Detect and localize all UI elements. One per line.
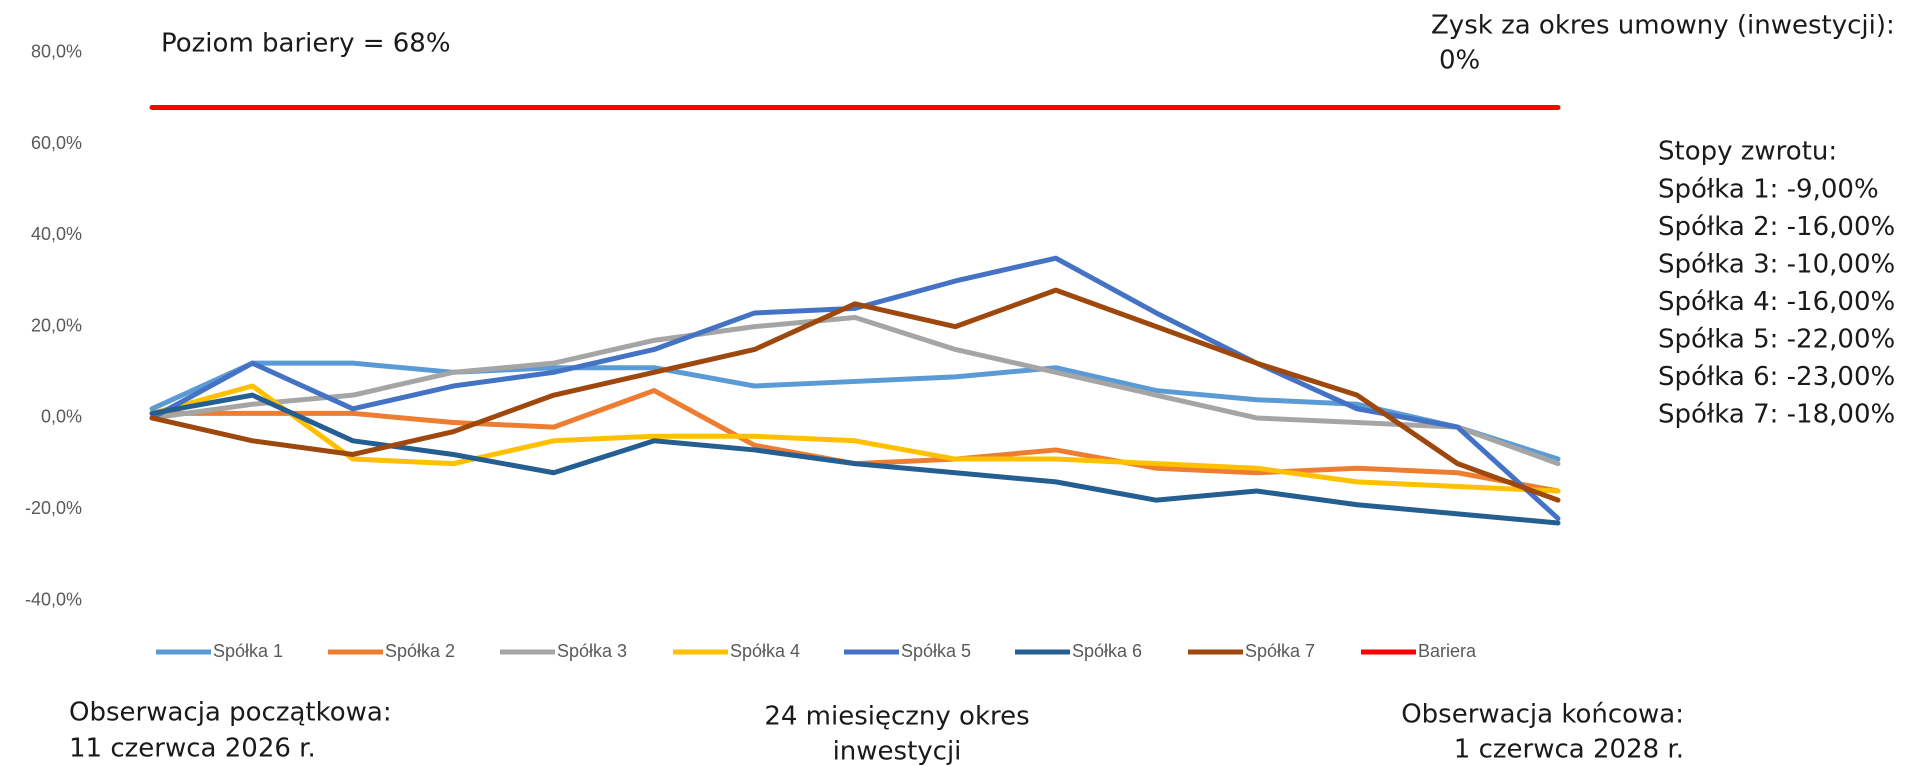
legend-label: Spółka 7 — [1245, 641, 1315, 661]
return-item: Spółka 4: -16,00% — [1658, 287, 1895, 317]
y-tick-label: -20,0% — [25, 498, 82, 518]
series-line — [149, 287, 1561, 503]
returns-title: Stopy zwrotu: — [1658, 137, 1837, 167]
series-line — [149, 360, 1561, 462]
footer-right: 1 czerwca 2028 r. — [1454, 735, 1684, 765]
return-item: Spółka 6: -23,00% — [1658, 362, 1895, 392]
y-tick-label: 80,0% — [31, 41, 82, 61]
profit-title: Zysk za okres umowny (inwestycji): — [1431, 11, 1895, 41]
y-tick-label: 40,0% — [31, 224, 82, 244]
return-item: Spółka 2: -16,00% — [1658, 212, 1895, 242]
return-item: Spółka 5: -22,00% — [1658, 325, 1895, 355]
footer-left: Obserwacja początkowa: — [69, 698, 392, 728]
return-item: Spółka 1: -9,00% — [1658, 175, 1879, 205]
legend-label: Spółka 3 — [557, 641, 627, 661]
footer-right: Obserwacja końcowa: — [1401, 700, 1684, 730]
return-item: Spółka 7: -18,00% — [1658, 400, 1895, 430]
footer-left: 11 czerwca 2026 r. — [69, 734, 316, 764]
series-line — [149, 383, 1561, 494]
legend-label: Spółka 4 — [730, 641, 800, 661]
y-tick-label: 0,0% — [41, 407, 82, 427]
legend-label: Bariera — [1418, 641, 1477, 661]
legend-label: Spółka 2 — [385, 641, 455, 661]
return-item: Spółka 3: -10,00% — [1658, 250, 1895, 280]
y-tick-label: 60,0% — [31, 133, 82, 153]
series-line — [149, 315, 1561, 467]
legend-label: Spółka 6 — [1072, 641, 1142, 661]
barrier-note: Poziom bariery = 68% — [161, 29, 451, 59]
series-line — [149, 255, 1561, 521]
footer-center: inwestycji — [833, 737, 962, 766]
footer-center: 24 miesięczny okres — [764, 702, 1029, 732]
profit-value: 0% — [1439, 46, 1480, 76]
legend-label: Spółka 1 — [213, 641, 283, 661]
y-tick-label: 20,0% — [31, 315, 82, 335]
legend-label: Spółka 5 — [901, 641, 971, 661]
y-tick-label: -40,0% — [25, 589, 82, 609]
